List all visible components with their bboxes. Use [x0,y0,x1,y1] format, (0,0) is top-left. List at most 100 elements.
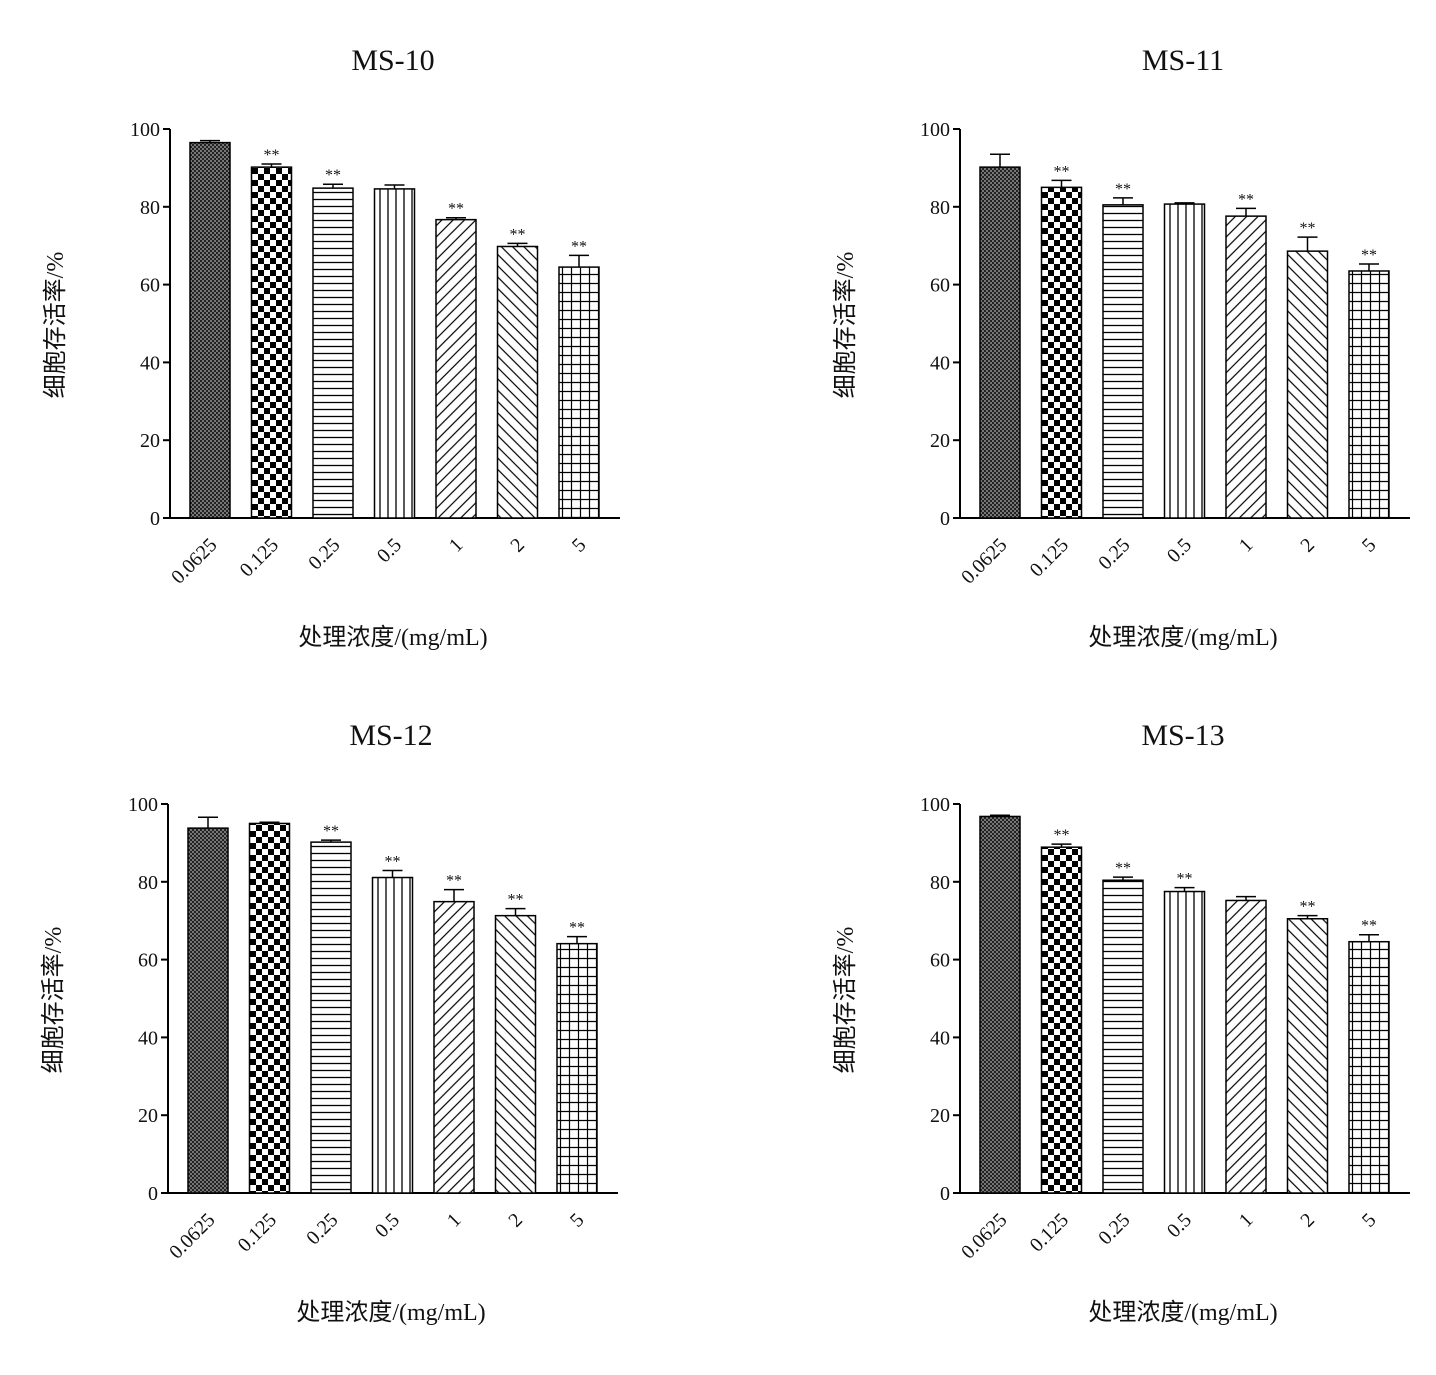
significance-label: ** [1238,191,1254,208]
bar-0.5 [1163,203,1206,519]
x-tick-label: 1 [445,534,468,557]
bar-0.125 [248,822,291,1194]
x-tick-label: 2 [504,1209,527,1232]
x-tick-label: 0.25 [302,1209,342,1249]
bar-5 [1348,270,1390,519]
significance-label: ** [385,854,401,871]
significance-label: ** [510,226,526,243]
bar-0.125 [250,166,293,519]
chart-title: MS-10 [351,44,434,77]
x-tick-label: 0.0625 [957,1209,1011,1263]
x-axis-label: 处理浓度/(mg/mL) [1088,624,1277,651]
bar-5 [558,266,600,519]
y-tick-label: 100 [920,794,950,816]
significance-label: ** [446,873,462,890]
y-tick-label: 20 [930,1105,950,1127]
bar-1 [433,900,475,1194]
bar-2 [1286,918,1329,1194]
significance-label: ** [1361,247,1377,264]
bar-0.25 [312,187,354,519]
significance-label: ** [1115,181,1131,198]
bar-2 [496,245,539,519]
significance-label: ** [448,201,464,218]
x-tick-label: 0.5 [1163,534,1196,567]
x-tick-label: 0.5 [373,534,406,567]
significance-label: ** [1361,918,1377,935]
chart-panel: MS-10 0 20 40 60 80 100 细胞存活率/% 处理浓度/(mg/mL) 0.06… [42,44,620,651]
x-tick-label: 5 [1358,1209,1381,1232]
bar-0.125 [1040,846,1083,1194]
chart-title: MS-11 [1142,44,1224,77]
significance-label: ** [264,147,280,164]
significance-label: ** [569,920,585,937]
bar-0.125 [1040,186,1083,519]
bar-0.0625 [189,141,231,519]
y-tick-label: 40 [930,352,950,374]
y-tick-label: 60 [140,275,160,297]
significance-label: ** [571,238,587,255]
x-tick-label: 2 [1296,534,1319,557]
significance-label: ** [508,892,524,909]
significance-label: ** [1054,163,1070,180]
y-tick-label: 20 [138,1105,158,1127]
x-tick-label: 0.125 [1026,534,1073,581]
bar-1 [1225,215,1267,519]
x-tick-label: 5 [566,1209,589,1232]
y-tick-label: 0 [148,1183,158,1205]
x-tick-label: 0.0625 [957,534,1011,588]
bar-1 [1225,899,1267,1194]
bar-0.5 [1163,890,1206,1194]
x-tick-label: 2 [506,534,529,557]
x-axis-label: 处理浓度/(mg/mL) [298,624,487,651]
significance-label: ** [1300,220,1316,237]
significance-label: ** [1115,860,1131,877]
y-tick-label: 20 [930,430,950,452]
y-tick-label: 0 [150,508,160,530]
bar-0.0625 [187,827,229,1194]
bar-1 [435,218,477,519]
y-tick-label: 20 [140,430,160,452]
x-tick-label: 0.125 [234,1209,281,1256]
chart-panel: MS-12 0 20 40 60 80 100 细胞存活率/% 处理浓度/(mg/mL) 0.06… [40,719,618,1326]
x-tick-label: 0.25 [1094,534,1134,574]
bar-5 [1348,940,1390,1194]
y-tick-label: 100 [920,119,950,141]
significance-label: ** [323,823,339,840]
y-axis-label: 细胞存活率/% [40,927,67,1074]
x-tick-label: 1 [1235,534,1258,557]
bar-0.5 [373,188,416,519]
chart-panel: MS-11 0 20 40 60 80 100 细胞存活率/% 处理浓度/(mg/mL) 0.06… [832,44,1410,651]
y-tick-label: 100 [130,119,160,141]
x-tick-label: 5 [1358,534,1381,557]
x-tick-label: 2 [1296,1209,1319,1232]
x-tick-label: 5 [568,534,591,557]
x-tick-label: 0.25 [1094,1209,1134,1249]
y-tick-label: 60 [930,275,950,297]
y-tick-label: 80 [930,872,950,894]
x-tick-label: 0.5 [1163,1209,1196,1242]
y-tick-label: 60 [930,950,950,972]
significance-label: ** [325,167,341,184]
x-tick-label: 1 [1235,1209,1258,1232]
y-tick-label: 80 [930,197,950,219]
x-tick-label: 1 [443,1209,466,1232]
x-axis-label: 处理浓度/(mg/mL) [296,1299,485,1326]
significance-label: ** [1300,899,1316,916]
bar-0.25 [310,841,352,1194]
bar-2 [1286,250,1329,519]
bar-2 [494,914,537,1194]
y-tick-label: 40 [140,352,160,374]
x-tick-label: 0.125 [236,534,283,581]
y-tick-label: 40 [138,1027,158,1049]
x-tick-label: 0.0625 [165,1209,219,1263]
x-tick-label: 0.5 [371,1209,404,1242]
bar-0.0625 [979,166,1021,519]
chart-title: MS-12 [349,719,432,752]
bar-0.5 [371,876,414,1194]
y-tick-label: 60 [138,950,158,972]
bar-0.25 [1102,879,1144,1194]
x-tick-label: 0.0625 [167,534,221,588]
x-axis-label: 处理浓度/(mg/mL) [1088,1299,1277,1326]
bar-0.0625 [979,815,1021,1194]
